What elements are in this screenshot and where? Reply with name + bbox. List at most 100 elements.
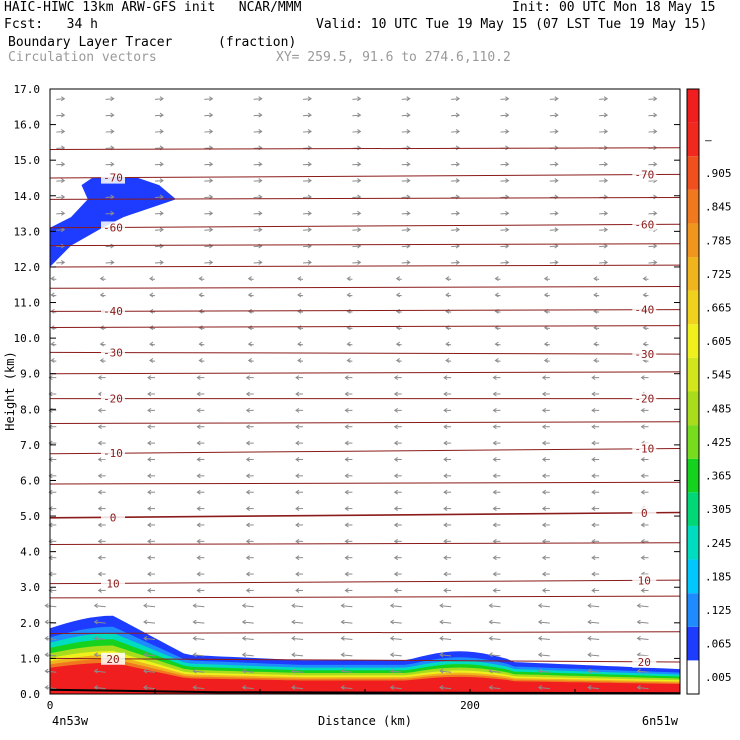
circulation-vector [393, 424, 402, 430]
circulation-vector [640, 555, 649, 561]
circulation-vector [295, 473, 304, 479]
circulation-vector [492, 555, 501, 561]
circulation-vector [344, 489, 353, 495]
circulation-vector [549, 260, 559, 265]
circulation-vector [393, 473, 402, 479]
circulation-vector [295, 555, 304, 561]
circulation-vector [97, 375, 106, 381]
circulation-vector [247, 292, 254, 298]
circulation-vector [537, 652, 550, 658]
circulation-vector [395, 341, 402, 347]
temperature-contour--60: -60 -60 [49, 218, 681, 234]
temperature-contour-line [49, 542, 681, 546]
circulation-vector [549, 227, 559, 233]
circulation-vector [537, 619, 550, 625]
circulation-vector [541, 375, 550, 381]
circulation-vector [537, 635, 550, 641]
circulation-vector [352, 145, 362, 151]
temperature-contour-20: 20 20 [49, 652, 681, 669]
circulation-vector [149, 325, 156, 331]
circulation-vector [346, 358, 353, 363]
circulation-vector [204, 260, 214, 265]
circulation-vector [204, 210, 214, 216]
circulation-vector [149, 341, 156, 347]
circulation-vector [549, 112, 559, 118]
temperature-contour-line [49, 243, 681, 247]
circulation-vector [97, 457, 106, 462]
circulation-vector [147, 407, 155, 413]
circulation-vector [196, 522, 205, 528]
circulation-vector [295, 571, 304, 577]
circulation-vector [500, 210, 510, 216]
circulation-vector [245, 440, 254, 446]
circulation-vector [439, 619, 452, 625]
circulation-vector [50, 276, 57, 282]
circulation-vector [443, 407, 452, 413]
contour-label: -70 [103, 172, 123, 185]
circulation-vector [303, 260, 312, 265]
circulation-vector [543, 358, 550, 363]
circulation-vector [401, 129, 411, 134]
circulation-vector [154, 194, 164, 200]
circulation-vector [196, 407, 205, 413]
contour-label: 10 [106, 577, 119, 590]
circulation-vector [401, 178, 411, 183]
circulation-vector [253, 96, 263, 102]
y-tick-label: 0.0 [20, 688, 40, 701]
circulation-vector [241, 619, 254, 625]
circulation-vector [196, 588, 205, 593]
y-axis-label: Height (km) [3, 351, 17, 430]
circulation-vector [147, 424, 155, 430]
circulation-vector [147, 555, 155, 561]
circulation-vector [196, 538, 205, 544]
circulation-vector [295, 424, 304, 430]
circulation-vector [401, 96, 411, 102]
temperature-contour--20: -20 -20 [50, 392, 680, 406]
circulation-vector [492, 506, 501, 512]
circulation-vector [393, 489, 402, 495]
circulation-vector [591, 440, 600, 446]
circulation-vector [253, 227, 263, 233]
circulation-vector [541, 424, 550, 430]
circulation-vector [147, 457, 155, 462]
vector-legend: Circulation vectors [8, 50, 157, 65]
contour-label: 0 [641, 507, 648, 520]
circulation-vector [591, 588, 600, 593]
circulation-vector [196, 473, 205, 479]
colorbar-cell [687, 122, 699, 157]
circulation-vector [587, 652, 600, 658]
circulation-vector [253, 260, 263, 265]
circulation-vector [636, 635, 649, 641]
circulation-vector [295, 489, 304, 495]
circulation-vector [393, 440, 402, 446]
circulation-vector [154, 243, 164, 249]
circulation-vector [389, 668, 402, 674]
circulation-vector [549, 243, 559, 249]
circulation-vector [648, 210, 658, 216]
circulation-vector [549, 178, 559, 183]
circulation-vector [56, 194, 66, 200]
circulation-vector [344, 424, 353, 430]
colorbar-cell [687, 257, 699, 291]
circulation-vector [198, 325, 205, 331]
circulation-vector [154, 227, 164, 233]
circulation-vector [99, 292, 106, 298]
circulation-vector [443, 506, 452, 512]
circulation-vector [543, 276, 550, 282]
colorbar-cell [687, 189, 699, 224]
y-tick-label: 4.0 [20, 546, 40, 559]
temperature-contour-line [49, 631, 681, 634]
circulation-vector [549, 129, 559, 134]
colorbar-label: .365 [705, 470, 732, 483]
circulation-vector [395, 292, 402, 298]
circulation-vector [591, 489, 600, 495]
circulation-vector [599, 243, 609, 249]
circulation-vector [245, 407, 254, 413]
temperature-contour-line [49, 421, 681, 425]
circulation-vector [198, 276, 205, 282]
temperature-contour-line [49, 481, 681, 485]
circulation-vector [344, 473, 353, 479]
circulation-vector [196, 506, 205, 512]
right-endpoint: 6n51w [642, 714, 679, 728]
circulation-vector [93, 668, 106, 674]
